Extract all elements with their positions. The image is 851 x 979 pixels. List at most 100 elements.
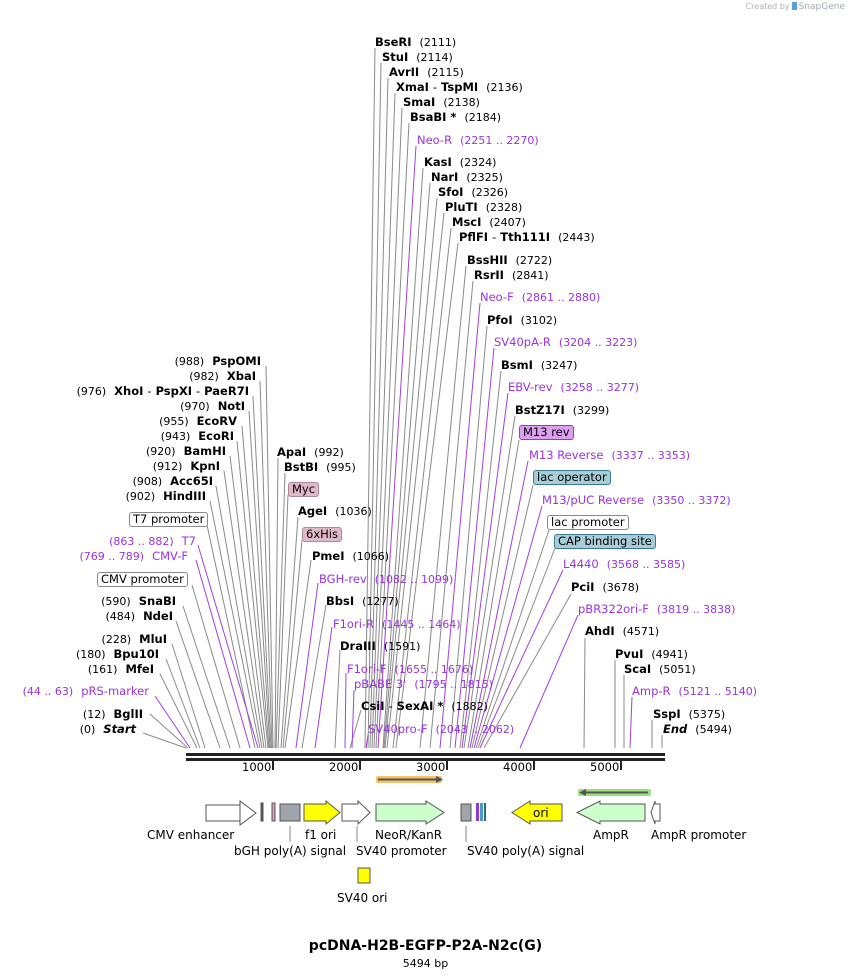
site-label[interactable]: SfoI (2326) — [438, 185, 509, 199]
feature-box-label[interactable]: CAP binding site — [554, 534, 656, 549]
site-label[interactable]: BstBI (995) — [284, 460, 356, 474]
primer-label[interactable]: pBABE 3' (1795 .. 1815) — [354, 677, 493, 691]
cmv-enhancer-arrow — [205, 800, 257, 826]
site-label[interactable]: RsrII (2841) — [474, 268, 549, 282]
site-label[interactable]: (908) Acc65I — [132, 474, 213, 488]
site-label[interactable]: (955) EcoRV — [159, 414, 237, 428]
orf-arrow-forward — [376, 776, 443, 783]
primer-label[interactable]: M13 Reverse (3337 .. 3353) — [529, 448, 690, 462]
end-label[interactable]: End (5494) — [663, 722, 732, 736]
site-label[interactable]: (161) MfeI — [87, 662, 154, 676]
site-label[interactable]: PmeI (1066) — [312, 549, 390, 563]
primer-label[interactable]: F1ori-R (1445 .. 1464) — [333, 617, 461, 631]
primer-label[interactable]: pBR322ori-F (3819 .. 3838) — [578, 602, 736, 616]
site-label[interactable]: BstZ17I (3299) — [515, 403, 610, 417]
site-label[interactable]: PvuI (4941) — [615, 647, 688, 661]
ori-arrow — [511, 800, 563, 825]
site-label[interactable]: (180) Bpu10I — [75, 647, 159, 661]
site-label[interactable]: (590) SnaBI — [101, 594, 176, 608]
site-label[interactable]: (982) XbaI — [189, 369, 256, 383]
site-label[interactable]: BsaBI * (2184) — [410, 110, 502, 124]
site-label[interactable]: (12) BglII — [82, 707, 143, 721]
ampr-promoter-arrow — [650, 800, 661, 825]
site-label[interactable]: (484) NdeI — [105, 609, 173, 623]
feature-label-sv40-ori[interactable]: SV40 ori — [337, 891, 388, 905]
primer-label[interactable]: BGH-rev (1082 .. 1099) — [319, 572, 454, 586]
snapgene-branding: Created by SnapGene — [746, 2, 845, 12]
site-label[interactable]: (943) EcoRI — [160, 429, 234, 443]
feature-box-label[interactable]: M13 rev — [519, 425, 574, 440]
feature-label-bgh-polya[interactable]: bGH poly(A) signal — [234, 844, 347, 858]
site-label[interactable]: AhdI (4571) — [585, 624, 660, 638]
feature-box-label[interactable]: T7 promoter — [129, 512, 209, 527]
orf-arrow-reverse — [578, 789, 651, 796]
snapgene-logo-icon — [791, 2, 797, 10]
site-label[interactable]: XmaI - TspMI (2136) — [396, 80, 523, 94]
site-label[interactable]: StuI (2114) — [382, 50, 453, 64]
site-label[interactable]: (970) NotI — [180, 399, 245, 413]
site-label[interactable]: (976) XhoI - PspXI - PaeR7I — [76, 384, 249, 398]
site-label[interactable]: (902) HindIII — [125, 489, 206, 503]
ampr-arrow — [575, 800, 646, 825]
primer-label[interactable]: (863 .. 882) T7 — [109, 534, 196, 548]
f1-ori-arrow — [303, 799, 341, 826]
primer-label[interactable]: L4440 (3568 .. 3585) — [563, 557, 686, 571]
site-label[interactable]: AvrII (2115) — [389, 65, 464, 79]
site-label[interactable]: (228) MluI — [101, 632, 167, 646]
feature-box-label[interactable]: lac promoter — [547, 515, 629, 530]
site-label[interactable]: KasI (2324) — [424, 155, 497, 169]
site-label[interactable]: CsiI - SexAI * (1882) — [361, 699, 488, 713]
feature-label-f1-ori[interactable]: f1 ori — [305, 828, 337, 842]
site-label[interactable]: DraIII (1591) — [340, 639, 421, 653]
feature-box-label[interactable]: 6xHis — [302, 527, 342, 542]
primer-label[interactable]: F1ori-F (1655 .. 1676) — [347, 662, 474, 676]
feature-box-label[interactable]: lac operator — [533, 470, 611, 485]
dna-backbone — [186, 753, 665, 761]
primer-label[interactable]: EBV-rev (3258 .. 3277) — [508, 380, 640, 394]
feature-label-ampr-promoter[interactable]: AmpR promoter — [651, 828, 747, 842]
site-label[interactable]: (920) BamHI — [145, 444, 226, 458]
site-label[interactable]: BsmI (3247) — [501, 358, 578, 372]
feature-box-label[interactable]: CMV promoter — [97, 572, 188, 587]
feature-label-ori[interactable]: ori — [533, 806, 549, 820]
feature-box-label[interactable]: Myc — [288, 482, 320, 497]
primer-label[interactable]: M13/pUC Reverse (3350 .. 3372) — [542, 493, 731, 507]
ruler-tick-label: 5000 — [590, 760, 620, 774]
primer-label[interactable]: (44 .. 63) pRS-marker — [22, 684, 149, 698]
ruler-tick-label: 1000 — [242, 760, 272, 774]
feature-label-sv40-promoter[interactable]: SV40 promoter — [356, 844, 447, 858]
site-label[interactable]: PluTI (2328) — [445, 200, 523, 214]
created-by-text: Created by — [745, 2, 790, 11]
site-label[interactable]: MscI (2407) — [452, 215, 526, 229]
map-title: pcDNA-H2B-EGFP-P2A-N2c(G) — [308, 938, 543, 954]
site-label[interactable]: SspI (5375) — [653, 707, 726, 721]
feature-label-sv40-polya[interactable]: SV40 poly(A) signal — [467, 844, 585, 858]
ruler-tick-label: 4000 — [503, 760, 533, 774]
primer-label[interactable]: Amp-R (5121 .. 5140) — [632, 684, 758, 698]
feature-label-cmv-enhancer[interactable]: CMV enhancer — [147, 828, 235, 842]
site-label[interactable]: BssHII (2722) — [467, 253, 553, 267]
primer-label[interactable]: Neo-R (2251 .. 2270) — [417, 133, 539, 147]
site-label[interactable]: BseRI (2111) — [375, 35, 457, 49]
feature-label-ampr[interactable]: AmpR — [593, 828, 629, 842]
site-label[interactable]: PflFI - Tth111I (2443) — [459, 230, 595, 244]
sv40-promoter-arrow — [341, 799, 371, 826]
start-label[interactable]: (0) Start — [79, 722, 136, 736]
primer-label[interactable]: (769 .. 789) CMV-F — [79, 549, 188, 563]
ruler-ticks — [272, 760, 622, 770]
site-label[interactable]: (988) PspOMI — [174, 354, 261, 368]
site-label[interactable]: PciI (3678) — [571, 580, 640, 594]
bgh-polya-box — [279, 803, 301, 822]
feature-label-neor[interactable]: NeoR/KanR — [375, 828, 443, 842]
site-label[interactable]: AgeI (1036) — [298, 504, 372, 518]
site-label[interactable]: PfoI (3102) — [487, 313, 558, 327]
site-label[interactable]: BbsI (1277) — [326, 594, 399, 608]
primer-label[interactable]: Neo-F (2861 .. 2880) — [480, 290, 601, 304]
site-label[interactable]: ScaI (5051) — [624, 662, 696, 676]
site-label[interactable]: (912) KpnI — [152, 459, 220, 473]
site-label[interactable]: NarI (2325) — [431, 170, 503, 184]
site-label[interactable]: SmaI (2138) — [403, 95, 480, 109]
primer-label[interactable]: SV40pro-F (2043 .. 2062) — [368, 722, 515, 736]
site-label[interactable]: ApaI (992) — [277, 445, 344, 459]
primer-label[interactable]: SV40pA-R (3204 .. 3223) — [494, 335, 638, 349]
